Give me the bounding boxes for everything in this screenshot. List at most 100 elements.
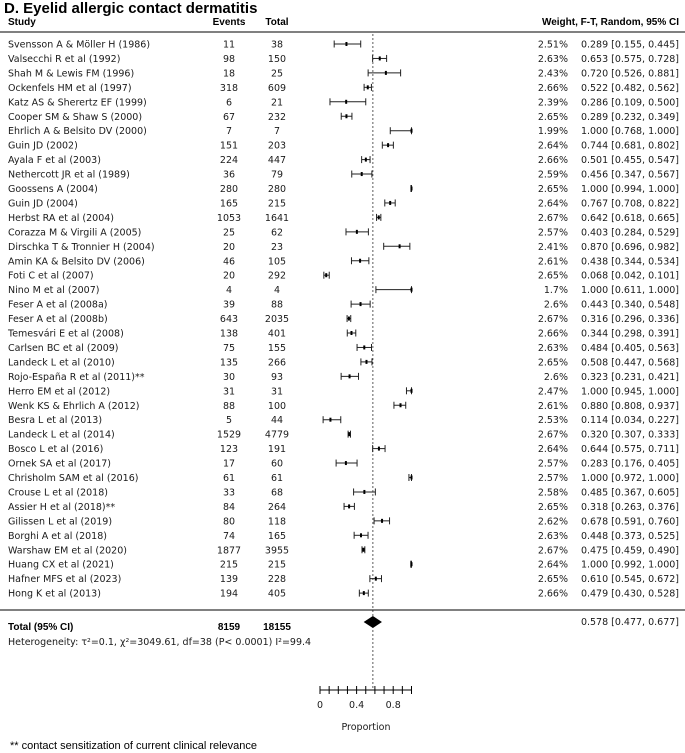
study-name: Bosco L et al (2016) <box>8 444 103 455</box>
table-row: Herbst RA et al (2004) 1053 1641 2.67% 0.642… <box>8 213 679 224</box>
study-total: 105 <box>268 256 286 267</box>
point-estimate <box>359 302 362 307</box>
study-events: 20 <box>223 242 235 253</box>
study-weight: 2.57% <box>538 227 568 238</box>
table-row: Feser A et al (2008a) 39 88 2.6% 0.443 [0.34… <box>8 300 679 311</box>
study-weight: 2.66% <box>538 329 568 340</box>
study-ci: 0.485 [0.367, 0.605] <box>581 487 679 498</box>
study-events: 165 <box>220 198 238 209</box>
study-events: 1529 <box>217 430 241 441</box>
table-row: Dirschka T & Tronnier H (2004) 20 23 2.41% 0… <box>8 242 679 253</box>
study-weight: 2.67% <box>538 430 568 441</box>
study-name: Huang CX et al (2021) <box>8 560 114 571</box>
study-weight: 2.43% <box>538 68 568 79</box>
figure-title: D. Eyelid allergic contact dermatitis <box>4 0 258 17</box>
study-name: Dirschka T & Tronnier H (2004) <box>8 242 155 253</box>
table-row: Rojo-España R et al (2011)** 30 93 2.6% 0.32… <box>8 372 679 383</box>
study-total: 155 <box>268 343 286 354</box>
study-events: 318 <box>220 83 238 94</box>
study-weight: 2.63% <box>538 531 568 542</box>
point-estimate <box>410 287 413 292</box>
study-name: Warshaw EM et al (2020) <box>8 545 127 556</box>
study-ci: 0.767 [0.708, 0.822] <box>581 198 679 209</box>
study-total: 266 <box>268 357 286 368</box>
study-ci: 0.320 [0.307, 0.333] <box>581 430 679 441</box>
study-ci: 1.000 [0.611, 1.000] <box>581 285 679 296</box>
study-ci: 1.000 [0.945, 1.000] <box>581 386 679 397</box>
study-weight: 2.63% <box>538 343 568 354</box>
study-ci: 0.479 [0.430, 0.528] <box>581 589 679 600</box>
point-estimate <box>348 504 351 509</box>
table-row: Cooper SM & Shaw S (2000) 67 232 2.65% 0.289… <box>8 112 679 123</box>
study-weight: 2.51% <box>538 40 568 51</box>
study-ci: 0.438 [0.344, 0.534] <box>581 256 679 267</box>
study-ci: 0.283 [0.176, 0.405] <box>581 459 679 470</box>
study-name: Gilissen L et al (2019) <box>8 516 112 527</box>
study-weight: 2.58% <box>538 487 568 498</box>
study-events: 88 <box>223 401 235 412</box>
study-name: Katz AS & Sherertz EF (1999) <box>8 97 147 108</box>
study-name: Chrisholm SAM et al (2016) <box>8 473 138 484</box>
study-ci: 1.000 [0.992, 1.000] <box>581 560 679 571</box>
study-name: Nino M et al (2007) <box>8 285 99 296</box>
point-estimate <box>410 562 413 567</box>
study-ci: 0.475 [0.459, 0.490] <box>581 545 679 556</box>
table-row: Nino M et al (2007) 4 4 1.7% 1.000 [0.611, 1… <box>8 285 679 296</box>
study-name: Foti C et al (2007) <box>8 271 94 282</box>
study-total: 165 <box>268 531 286 542</box>
study-ci: 0.522 [0.482, 0.562] <box>581 83 679 94</box>
study-name: Assier H et al (2018)** <box>8 502 115 513</box>
study-name: Hafner MFS et al (2023) <box>8 574 121 585</box>
study-total: 93 <box>271 372 283 383</box>
study-events: 30 <box>223 372 235 383</box>
total-total: 18155 <box>263 622 291 633</box>
study-ci: 0.344 [0.298, 0.391] <box>581 329 679 340</box>
study-ci: 0.642 [0.618, 0.665] <box>581 213 679 224</box>
study-weight: 2.53% <box>538 415 568 426</box>
study-events: 84 <box>223 502 235 513</box>
table-row: Shah M & Lewis FM (1996) 18 25 2.43% 0.720 [… <box>8 68 679 79</box>
total-label: Total (95% CI) <box>8 622 73 633</box>
study-weight: 2.6% <box>544 300 568 311</box>
point-estimate <box>359 258 362 263</box>
table-row: Carlsen BC et al (2009) 75 155 2.63% 0.484 [… <box>8 343 679 354</box>
study-total: 118 <box>268 516 286 527</box>
study-total: 401 <box>268 329 286 340</box>
table-row: Ayala F et al (2003) 224 447 2.66% 0.501 [0.… <box>8 155 679 166</box>
study-name: Carlsen BC et al (2009) <box>8 343 119 354</box>
point-estimate <box>410 388 413 393</box>
table-row: Besra L et al (2013) 5 44 2.53% 0.114 [0.034… <box>8 415 679 426</box>
x-tick-label: 0 <box>317 700 323 711</box>
table-row: Ehrlich A & Belsito DV (2000) 7 7 1.99% 1.00… <box>8 126 679 137</box>
table-row: Wenk KS & Ehrlich A (2012) 88 100 2.61% 0.88… <box>8 401 679 412</box>
study-total: 447 <box>268 155 286 166</box>
study-name: Landeck L et al (2010) <box>8 357 115 368</box>
study-ci: 0.484 [0.405, 0.563] <box>581 343 679 354</box>
study-name: Feser A et al (2008b) <box>8 314 108 325</box>
x-axis: 0 0.4 0.8 <box>317 686 412 711</box>
study-events: 67 <box>223 112 235 123</box>
study-total: 3955 <box>265 545 289 556</box>
study-rows: Svensson A & Möller H (1986) 11 38 2.51% 0.2… <box>7 40 679 600</box>
point-estimate <box>363 489 366 494</box>
study-ci: 0.114 [0.034, 0.227] <box>581 415 679 426</box>
study-name: Ayala F et al (2003) <box>8 155 101 166</box>
study-ci: 0.720 [0.526, 0.881] <box>581 68 679 79</box>
study-ci: 0.286 [0.109, 0.500] <box>581 97 679 108</box>
study-weight: 2.67% <box>538 545 568 556</box>
study-name: Feser A et al (2008a) <box>8 300 108 311</box>
study-weight: 2.65% <box>538 502 568 513</box>
study-total: 2035 <box>265 314 289 325</box>
point-estimate <box>355 229 358 234</box>
study-weight: 2.64% <box>538 141 568 152</box>
study-events: 1877 <box>217 545 241 556</box>
study-name: Landeck L et al (2014) <box>8 430 115 441</box>
study-ci: 1.000 [0.972, 1.000] <box>581 473 679 484</box>
study-name: Borghi A et al (2018) <box>8 531 107 542</box>
table-row: Hafner MFS et al (2023) 139 228 2.65% 0.610 … <box>8 574 679 585</box>
study-name: Cooper SM & Shaw S (2000) <box>8 112 142 123</box>
pooled-diamond <box>363 616 382 628</box>
study-weight: 2.47% <box>538 386 568 397</box>
study-ci: 0.653 [0.575, 0.728] <box>581 54 679 65</box>
